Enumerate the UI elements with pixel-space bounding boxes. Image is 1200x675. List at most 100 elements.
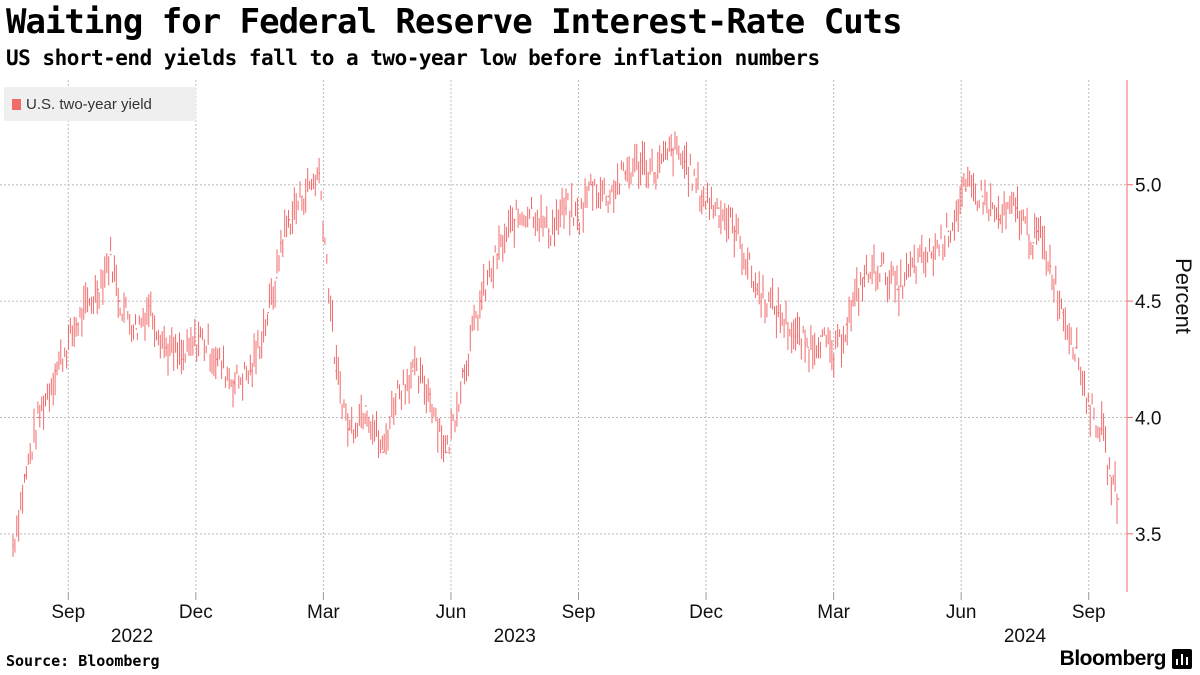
data-point xyxy=(777,311,780,314)
data-point xyxy=(1117,498,1120,500)
data-point xyxy=(182,358,184,361)
x-tick-label: Dec xyxy=(689,602,723,623)
data-point xyxy=(930,253,933,256)
gridlines xyxy=(0,80,1127,592)
data-point xyxy=(1062,311,1065,314)
series-line-group xyxy=(12,131,1120,557)
x-tick-label: Jun xyxy=(946,602,977,623)
data-point xyxy=(280,242,282,244)
x-tick-label: Sep xyxy=(562,602,596,623)
data-point xyxy=(411,370,414,372)
data-point xyxy=(718,207,720,209)
data-point xyxy=(135,328,138,330)
data-point xyxy=(382,451,384,454)
legend-label: U.S. two-year yield xyxy=(26,95,152,113)
data-point xyxy=(1100,428,1103,430)
x-tick-label: Jun xyxy=(436,602,467,623)
data-point xyxy=(233,381,235,384)
data-point xyxy=(318,172,320,174)
data-point xyxy=(947,230,950,233)
axes xyxy=(67,80,1133,600)
data-point xyxy=(148,304,150,307)
data-point xyxy=(547,230,550,233)
data-point xyxy=(1036,230,1039,233)
brand-name: Bloomberg xyxy=(1059,647,1167,670)
data-point xyxy=(513,218,516,221)
y-tick-label: 3.5 xyxy=(1135,525,1161,546)
chart-subtitle: US short-end yields fall to a two-year l… xyxy=(6,46,820,70)
data-point xyxy=(1015,207,1018,209)
data-point xyxy=(216,358,218,361)
brand: Bloomberg xyxy=(1060,647,1192,671)
data-point xyxy=(365,405,367,407)
data-point xyxy=(807,346,809,349)
data-point xyxy=(998,218,1001,221)
legend: U.S. two-year yield xyxy=(4,87,196,121)
data-point xyxy=(165,346,167,349)
data-point xyxy=(735,230,737,233)
data-point xyxy=(654,172,656,174)
data-point xyxy=(462,370,465,372)
data-point xyxy=(1049,265,1052,267)
data-point xyxy=(301,195,303,198)
x-year-label: 2023 xyxy=(494,626,536,647)
data-point xyxy=(12,544,14,547)
data-point xyxy=(445,451,448,454)
data-point xyxy=(896,288,899,291)
y-tick-label: 4.0 xyxy=(1135,408,1161,429)
series-line-two-year-yield xyxy=(12,131,1118,557)
x-year-label: 2022 xyxy=(111,626,153,647)
x-tick-label: Mar xyxy=(307,602,340,623)
data-point xyxy=(24,474,27,477)
data-point xyxy=(845,323,848,326)
y-tick-label: 5.0 xyxy=(1135,176,1161,197)
data-point xyxy=(109,253,112,256)
data-point xyxy=(641,160,644,163)
data-point xyxy=(97,288,99,291)
data-point xyxy=(54,370,57,372)
data-point xyxy=(590,183,593,186)
data-point xyxy=(879,265,882,267)
data-point xyxy=(37,416,40,419)
data-point xyxy=(496,253,499,256)
data-point xyxy=(1109,474,1111,477)
data-point xyxy=(394,393,397,395)
chart-title: Waiting for Federal Reserve Interest-Rat… xyxy=(6,2,903,42)
data-point xyxy=(981,195,984,198)
data-point xyxy=(832,358,835,361)
data-point xyxy=(671,149,673,151)
data-point xyxy=(348,428,350,430)
data-point xyxy=(1075,346,1077,349)
data-point xyxy=(530,207,533,209)
bloomberg-logo-icon xyxy=(1172,649,1192,669)
data-point xyxy=(479,300,482,302)
data-point xyxy=(267,311,269,314)
data-point xyxy=(577,218,580,221)
x-tick-label: Dec xyxy=(179,602,213,623)
data-point xyxy=(756,288,758,291)
data-point xyxy=(701,195,703,198)
data-point xyxy=(75,323,78,326)
data-point xyxy=(250,370,252,372)
data-point xyxy=(820,335,822,337)
x-tick-label: Sep xyxy=(1072,602,1106,623)
x-year-label: 2024 xyxy=(1004,626,1047,647)
data-point xyxy=(199,335,201,337)
data-point xyxy=(428,393,431,395)
data-point xyxy=(118,300,121,302)
legend-swatch xyxy=(12,98,21,110)
data-point xyxy=(862,277,865,279)
data-point xyxy=(1032,242,1035,244)
data-point xyxy=(607,195,610,198)
x-tick-label: Mar xyxy=(817,602,850,623)
data-point xyxy=(564,207,567,209)
data-point xyxy=(913,265,916,267)
y-axis-title: Percent xyxy=(1171,258,1196,334)
data-point xyxy=(624,172,627,174)
data-point xyxy=(684,160,686,163)
y-tick-label: 4.5 xyxy=(1135,292,1161,313)
x-tick-label: Sep xyxy=(51,602,85,623)
tick-labels: 3.5 4.0 4.5 5.0 Sep Dec Mar Jun Sep Dec Mar Jun Sep 2… xyxy=(51,176,1196,647)
data-point xyxy=(335,370,337,372)
